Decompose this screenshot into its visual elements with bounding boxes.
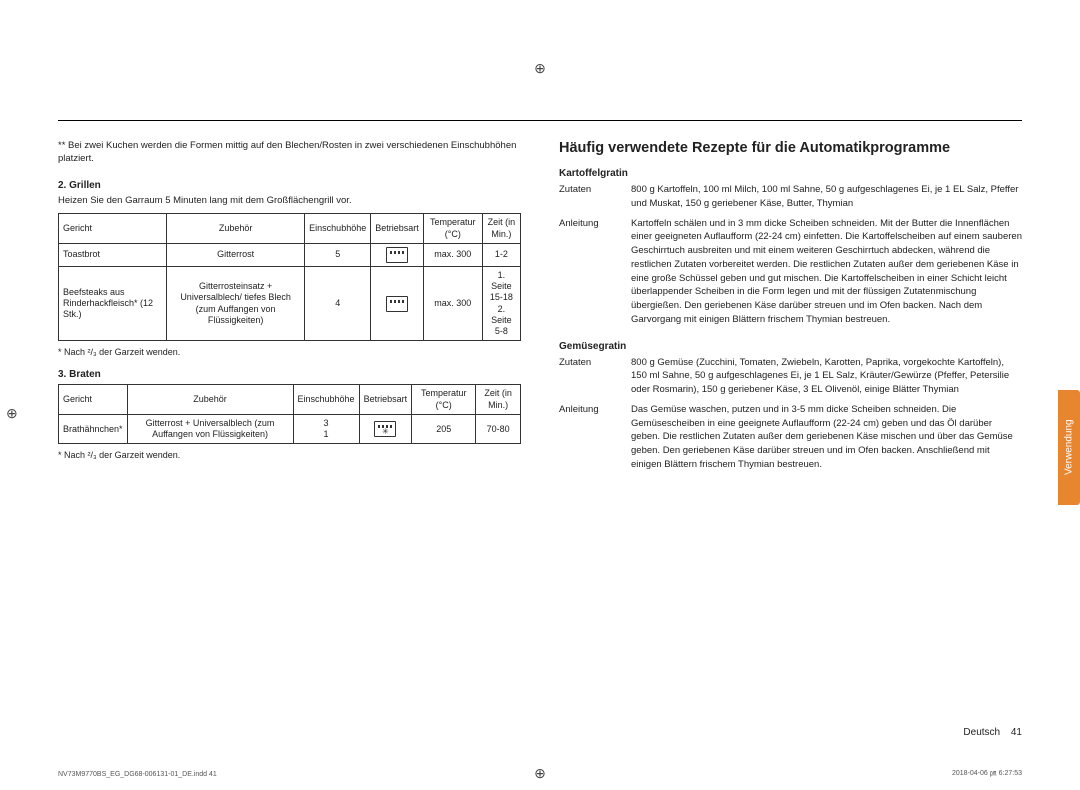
table-row: Beefsteaks aus Rinderhackfleisch* (12 St… [59, 266, 521, 341]
footer-language: Deutsch [963, 727, 1000, 738]
ingredients-text: 800 g Gemüse (Zucchini, Tomaten, Zwiebel… [631, 356, 1022, 397]
cell-accessory: Gitterrosteinsatz + Universalblech/ tief… [167, 266, 305, 341]
col-accessory: Zubehör [167, 214, 305, 244]
cell-dish: Beefsteaks aus Rinderhackfleisch* (12 St… [59, 266, 167, 341]
recipes-title: Häufig verwendete Rezepte für die Automa… [559, 140, 1022, 156]
section-3-footnote: * Nach ²/₃ der Garzeit wenden. [58, 450, 521, 460]
cell-time: 1-2 [482, 243, 520, 266]
recipe-2-name: Gemüsegratin [559, 341, 1022, 352]
footer-page-number: 41 [1011, 727, 1022, 738]
indd-slug-left: NV73M9770BS_EG_DG68-006131-01_DE.indd 41 [58, 771, 217, 778]
col-dish: Gericht [59, 385, 128, 415]
grilling-table: Gericht Zubehör Einschubhöhe Betriebsart… [58, 213, 521, 341]
section-2-footnote: * Nach ²/₃ der Garzeit wenden. [58, 347, 521, 357]
grill-icon [386, 296, 408, 312]
recipe-1-ingredients: Zutaten 800 g Kartoffeln, 100 ml Milch, … [559, 183, 1022, 211]
section-2-heading: 2. Grillen [58, 180, 521, 191]
ingredients-label: Zutaten [559, 183, 631, 211]
grill-fan-icon [374, 421, 396, 437]
cell-mode [371, 266, 424, 341]
side-tab: Verwendung [1058, 390, 1080, 505]
registration-mark-left: ⊕ [6, 405, 18, 422]
registration-mark-top: ⊕ [534, 60, 546, 77]
cell-temp: 205 [412, 414, 476, 444]
cell-temp: max. 300 [423, 266, 482, 341]
col-mode: Betriebsart [371, 214, 424, 244]
col-level: Einschubhöhe [305, 214, 371, 244]
cell-temp: max. 300 [423, 243, 482, 266]
instructions-text: Kartoffeln schälen und in 3 mm dicke Sch… [631, 217, 1022, 327]
table-row: Brathähnchen* Gitterrost + Universalblec… [59, 414, 521, 444]
col-level: Einschubhöhe [293, 385, 359, 415]
cell-time: 1. Seite 15-18 2. Seite 5-8 [482, 266, 520, 341]
content-columns: ** Bei zwei Kuchen werden die Formen mit… [58, 140, 1022, 478]
instructions-text: Das Gemüse waschen, putzen und in 3-5 mm… [631, 403, 1022, 472]
recipe-1-name: Kartoffelgratin [559, 168, 1022, 179]
recipe-2-instructions: Anleitung Das Gemüse waschen, putzen und… [559, 403, 1022, 472]
cell-level: 3 1 [293, 414, 359, 444]
table-header-row: Gericht Zubehör Einschubhöhe Betriebsart… [59, 214, 521, 244]
cell-accessory: Gitterrost [167, 243, 305, 266]
left-column: ** Bei zwei Kuchen werden die Formen mit… [58, 140, 521, 478]
col-time: Zeit (in Min.) [482, 214, 520, 244]
cell-level: 4 [305, 266, 371, 341]
col-accessory: Zubehör [127, 385, 293, 415]
roasting-table: Gericht Zubehör Einschubhöhe Betriebsart… [58, 384, 521, 444]
placement-note: ** Bei zwei Kuchen werden die Formen mit… [58, 140, 521, 166]
registration-mark-bottom: ⊕ [534, 765, 546, 782]
cell-level: 5 [305, 243, 371, 266]
table-header-row: Gericht Zubehör Einschubhöhe Betriebsart… [59, 385, 521, 415]
cell-mode [359, 414, 412, 444]
recipe-1-instructions: Anleitung Kartoffeln schälen und in 3 mm… [559, 217, 1022, 327]
cell-dish: Toastbrot [59, 243, 167, 266]
section-3-heading: 3. Braten [58, 369, 521, 380]
col-dish: Gericht [59, 214, 167, 244]
page-footer: Deutsch 41 [963, 727, 1022, 738]
table-row: Toastbrot Gitterrost 5 max. 300 1-2 [59, 243, 521, 266]
grill-icon [386, 247, 408, 263]
section-2-intro: Heizen Sie den Garraum 5 Minuten lang mi… [58, 195, 521, 208]
document-page: ⊕ ⊕ ⊕ ⊕ Verwendung ** Bei zwei Kuchen we… [0, 0, 1080, 790]
cell-time: 70-80 [476, 414, 521, 444]
cell-mode [371, 243, 424, 266]
instructions-label: Anleitung [559, 217, 631, 327]
right-column: Häufig verwendete Rezepte für die Automa… [559, 140, 1022, 478]
ingredients-text: 800 g Kartoffeln, 100 ml Milch, 100 ml S… [631, 183, 1022, 211]
cell-accessory: Gitterrost + Universalblech (zum Auffang… [127, 414, 293, 444]
col-mode: Betriebsart [359, 385, 412, 415]
instructions-label: Anleitung [559, 403, 631, 472]
header-rule [58, 120, 1022, 121]
col-time: Zeit (in Min.) [476, 385, 521, 415]
col-temp: Temperatur (°C) [423, 214, 482, 244]
ingredients-label: Zutaten [559, 356, 631, 397]
cell-dish: Brathähnchen* [59, 414, 128, 444]
recipe-2-ingredients: Zutaten 800 g Gemüse (Zucchini, Tomaten,… [559, 356, 1022, 397]
indd-slug-right: 2018-04-06 ㏘ 6:27:53 [952, 768, 1022, 778]
col-temp: Temperatur (°C) [412, 385, 476, 415]
